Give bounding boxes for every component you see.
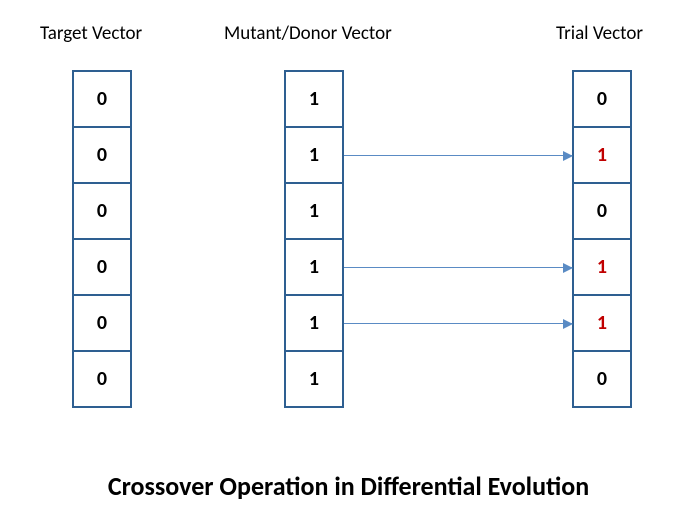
diagram-caption: Crossover Operation in Differential Evol… [0, 470, 697, 502]
target-cell-0: 0 [72, 70, 132, 128]
target-cell-4: 0 [72, 294, 132, 352]
crossover-arrow-0 [344, 155, 572, 156]
target-cell-2: 0 [72, 182, 132, 240]
crossover-arrow-1 [344, 267, 572, 268]
mutant-cell-3: 1 [284, 238, 344, 296]
trial-cell-5: 0 [572, 350, 632, 408]
mutant-vector-label: Mutant/Donor Vector [224, 22, 392, 45]
trial-cell-4: 1 [572, 294, 632, 352]
mutant-cell-2: 1 [284, 182, 344, 240]
mutant-cell-5: 1 [284, 350, 344, 408]
trial-cell-3: 1 [572, 238, 632, 296]
mutant-cell-4: 1 [284, 294, 344, 352]
crossover-arrow-2 [344, 323, 572, 324]
target-vector-column: 000000 [72, 70, 132, 408]
target-cell-5: 0 [72, 350, 132, 408]
mutant-vector-column: 111111 [284, 70, 344, 408]
trial-vector-column: 010110 [572, 70, 632, 408]
trial-cell-2: 0 [572, 182, 632, 240]
target-vector-label: Target Vector [40, 22, 142, 45]
trial-cell-1: 1 [572, 126, 632, 184]
trial-vector-label: Trial Vector [556, 22, 643, 45]
target-cell-1: 0 [72, 126, 132, 184]
trial-cell-0: 0 [572, 70, 632, 128]
mutant-cell-1: 1 [284, 126, 344, 184]
target-cell-3: 0 [72, 238, 132, 296]
mutant-cell-0: 1 [284, 70, 344, 128]
